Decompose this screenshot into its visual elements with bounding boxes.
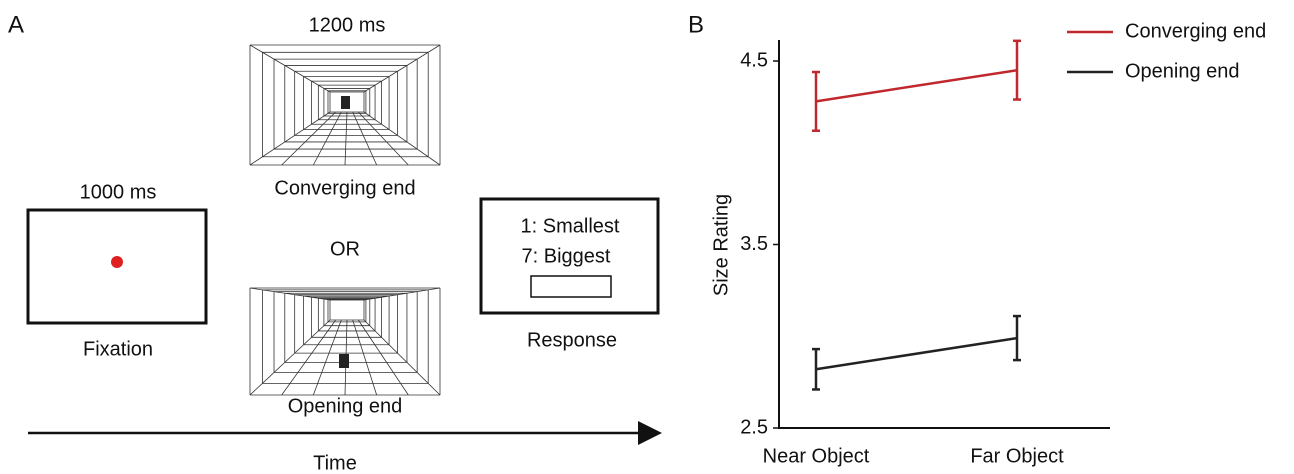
tunnel-image xyxy=(249,287,441,396)
panel-b: B Size Rating 2.5 3.5 4.5 Near Object Far Ob… xyxy=(688,11,1266,467)
series-line xyxy=(815,336,1018,371)
fixation-dot xyxy=(111,256,123,268)
y-tick-label: 4.5 xyxy=(740,49,768,71)
tunnel-line xyxy=(358,319,409,396)
object xyxy=(341,96,350,109)
x-tick-label: Near Object xyxy=(763,445,870,467)
series-line xyxy=(815,68,1018,103)
duration: 1200 ms xyxy=(309,14,386,36)
tunnel-line xyxy=(363,111,441,166)
fixation-screen xyxy=(26,208,208,325)
tunnel-line xyxy=(281,111,336,166)
panel-label: B xyxy=(688,11,704,38)
response-box xyxy=(530,275,612,298)
y-tick-label: 2.5 xyxy=(740,416,768,438)
or-text: OR xyxy=(330,238,360,260)
error-bar xyxy=(1013,314,1021,362)
tunnel-line xyxy=(363,44,441,93)
tunnel-line xyxy=(249,44,331,93)
tunnel-line xyxy=(358,111,409,166)
caption: Opening end xyxy=(288,395,403,417)
tunnel-line xyxy=(352,319,378,396)
panel-a: A 1000 ms Fixation 1200 ms Converging en… xyxy=(8,11,662,474)
tunnel-line xyxy=(249,111,331,166)
time-label: Time xyxy=(313,452,357,474)
legend-label: Opening end xyxy=(1125,60,1240,82)
caption: Response xyxy=(527,329,617,351)
legend-label: Converging end xyxy=(1125,20,1266,42)
y-tick-label: 3.5 xyxy=(740,233,768,255)
response-text: 7: Biggest xyxy=(522,245,611,267)
error-bar xyxy=(1013,39,1021,101)
tunnel-line xyxy=(312,111,342,166)
caption: Converging end xyxy=(274,177,415,199)
tunnel-line xyxy=(249,287,331,301)
response-screen xyxy=(479,197,660,315)
duration: 1000 ms xyxy=(80,181,157,203)
tunnel-line xyxy=(363,319,441,396)
tunnel-line xyxy=(281,319,336,396)
tunnel-line xyxy=(344,111,348,166)
tunnel-line xyxy=(312,319,342,396)
error-bar xyxy=(812,347,820,391)
panel-label: A xyxy=(8,11,24,38)
tunnel-line xyxy=(363,287,441,301)
tunnel-image xyxy=(249,44,441,166)
caption: Fixation xyxy=(83,338,153,360)
error-bar xyxy=(812,70,820,132)
y-axis-label: Size Rating xyxy=(710,194,732,296)
response-text: 1: Smallest xyxy=(521,215,620,237)
x-tick-label: Far Object xyxy=(970,445,1064,467)
object xyxy=(339,354,349,368)
arrow-head xyxy=(638,421,662,445)
tunnel-line xyxy=(352,111,378,166)
tunnel-line xyxy=(249,319,331,396)
